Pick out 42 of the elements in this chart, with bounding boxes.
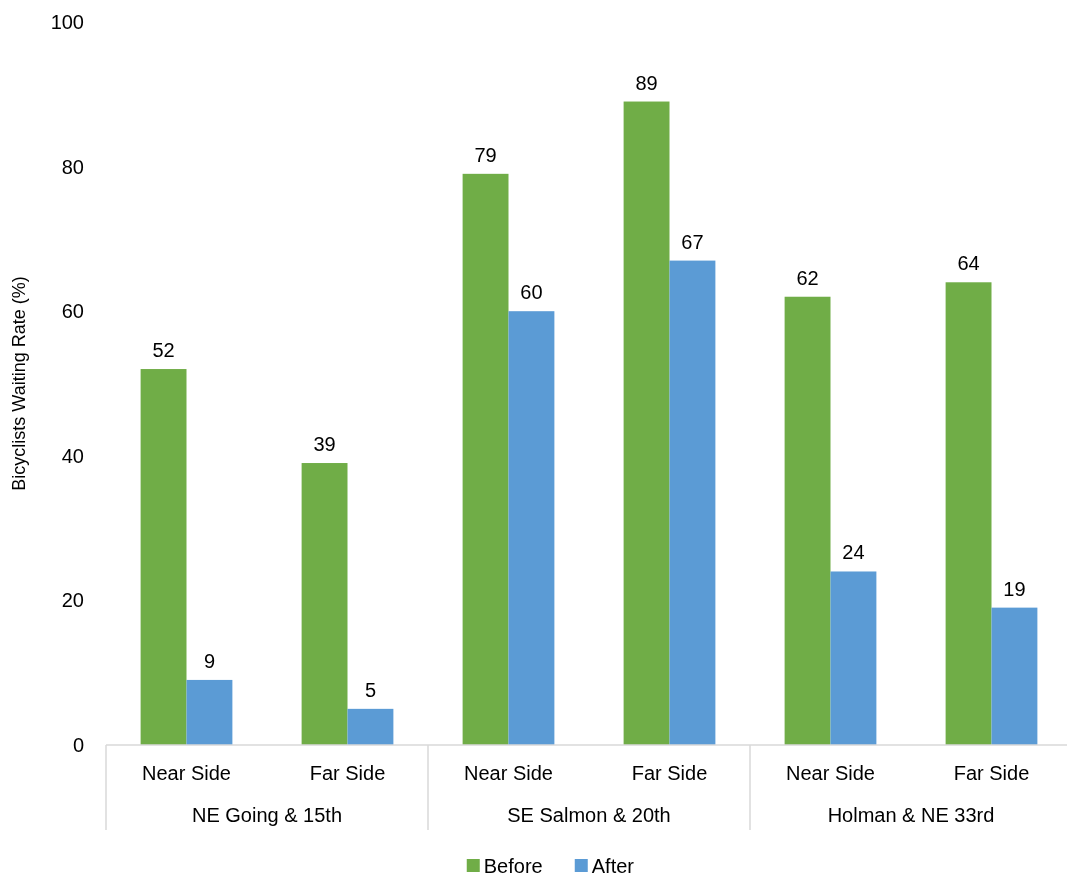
- x-tick-label: Far Side: [309, 762, 386, 784]
- y-tick-label: 100: [50, 11, 84, 33]
- bar: [945, 282, 992, 745]
- bar: [301, 463, 348, 745]
- x-tick-label: Near Side: [464, 762, 553, 784]
- bar: [347, 708, 394, 745]
- y-tick-label: 80: [61, 155, 84, 178]
- data-label: 67: [681, 230, 704, 253]
- y-axis-title: Bicyclists Waiting Rate (%): [9, 276, 29, 491]
- x-tick-label: Near Side: [142, 762, 231, 784]
- data-label: 52: [152, 339, 175, 362]
- data-label: 5: [364, 678, 377, 701]
- data-label: 60: [520, 281, 543, 304]
- bar: [830, 571, 877, 745]
- data-label: 9: [203, 649, 216, 672]
- y-tick-label: 60: [61, 300, 84, 323]
- legend-label: Before: [483, 855, 543, 877]
- x-tick-label: Near Side: [786, 762, 875, 784]
- data-label: 39: [313, 433, 336, 456]
- x-tick-label: Far Side: [953, 762, 1030, 784]
- legend-label: After: [591, 855, 635, 877]
- data-label: 64: [957, 252, 980, 275]
- y-tick-label: 20: [61, 589, 84, 612]
- text: Holman & NE 33rd: [827, 804, 995, 826]
- text: SE Salmon & 20th: [507, 804, 671, 826]
- data-label: 89: [635, 71, 658, 94]
- bar: [140, 369, 187, 745]
- bar: [186, 679, 233, 745]
- bar: [623, 101, 670, 745]
- data-label: 24: [842, 541, 865, 564]
- text: NE Going & 15th: [191, 804, 343, 826]
- data-label: 19: [1003, 577, 1026, 600]
- bar: [462, 173, 509, 745]
- data-label: 79: [474, 143, 497, 166]
- bar: [784, 296, 831, 745]
- bar: [991, 607, 1038, 745]
- x-tick-label: Far Side: [631, 762, 708, 784]
- data-label: 62: [796, 266, 819, 289]
- y-tick-label: 40: [61, 444, 84, 467]
- y-tick-label: 0: [72, 734, 84, 756]
- bar: [508, 311, 555, 745]
- bar: [669, 260, 716, 745]
